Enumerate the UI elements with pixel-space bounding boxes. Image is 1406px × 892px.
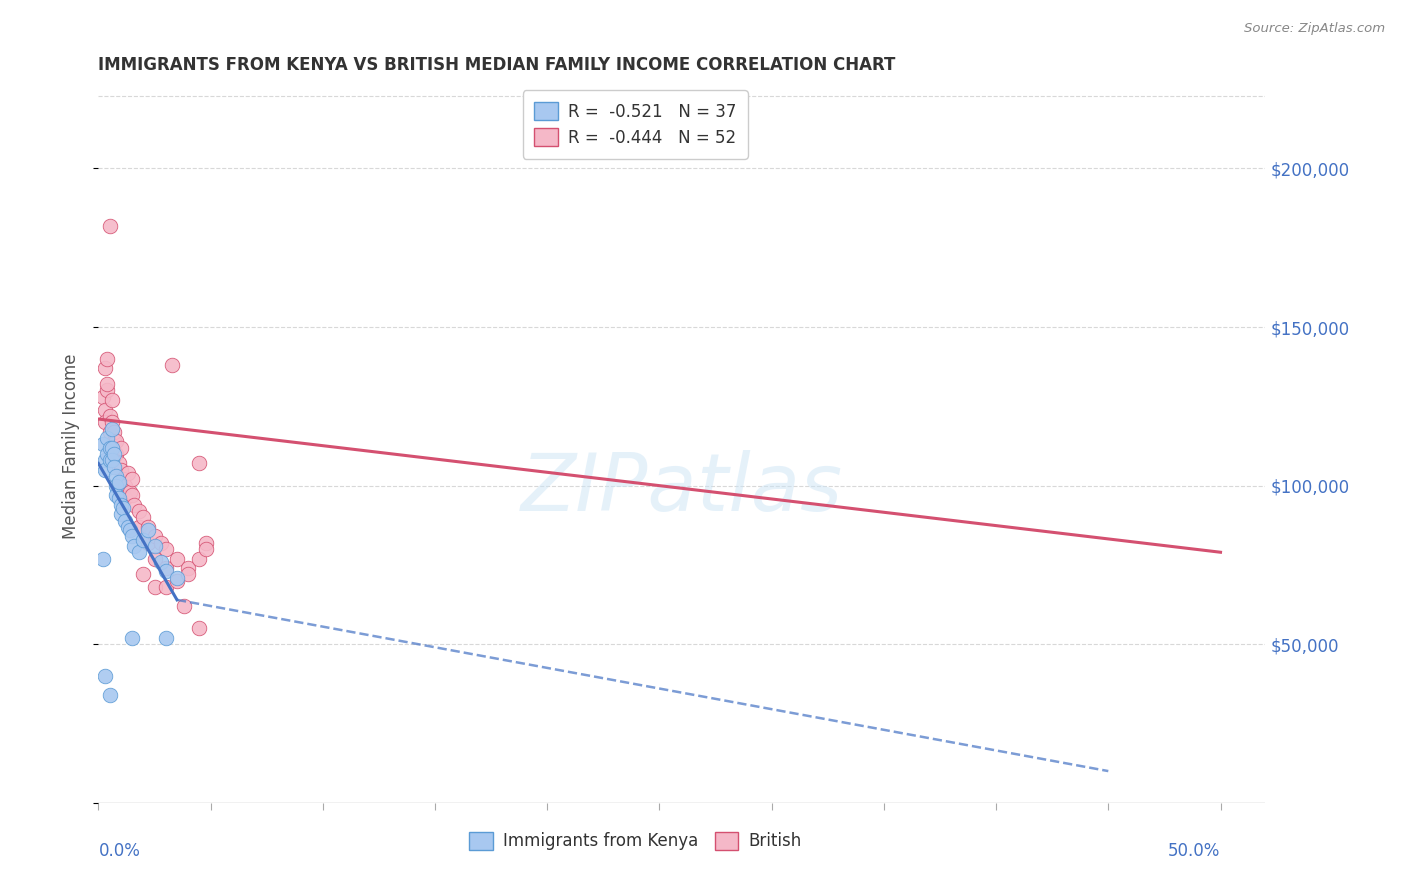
Point — [94, 669, 117, 683]
Point — [110, 441, 132, 455]
Point — [117, 466, 139, 480]
Point — [96, 384, 118, 398]
Point — [112, 472, 135, 486]
Text: IMMIGRANTS FROM KENYA VS BRITISH MEDIAN FAMILY INCOME CORRELATION CHART: IMMIGRANTS FROM KENYA VS BRITISH MEDIAN … — [98, 56, 896, 74]
Text: 50.0%: 50.0% — [1168, 842, 1220, 860]
Point — [114, 491, 136, 506]
Point — [155, 542, 177, 557]
Point — [121, 488, 143, 502]
Point — [101, 415, 124, 429]
Point — [101, 453, 124, 467]
Point — [166, 574, 188, 588]
Point — [162, 358, 184, 372]
Point — [98, 453, 121, 467]
Point — [91, 437, 114, 451]
Point — [132, 510, 155, 524]
Point — [177, 567, 200, 582]
Point — [121, 472, 143, 486]
Point — [103, 425, 125, 439]
Point — [155, 561, 177, 575]
Point — [101, 441, 124, 455]
Point — [98, 688, 121, 702]
Point — [117, 520, 139, 534]
Point — [121, 529, 143, 543]
Point — [136, 535, 159, 549]
Point — [155, 564, 177, 578]
Point — [103, 459, 125, 474]
Text: Source: ZipAtlas.com: Source: ZipAtlas.com — [1244, 22, 1385, 36]
Point — [188, 457, 211, 471]
Point — [103, 434, 125, 449]
Point — [155, 580, 177, 594]
Point — [143, 551, 166, 566]
Point — [132, 567, 155, 582]
Point — [107, 475, 129, 490]
Point — [118, 485, 141, 500]
Point — [94, 361, 117, 376]
Point — [98, 219, 121, 233]
Point — [107, 491, 129, 506]
Point — [150, 555, 173, 569]
Point — [112, 500, 135, 515]
Point — [101, 392, 124, 407]
Point — [177, 561, 200, 575]
Point — [98, 425, 121, 439]
Point — [110, 507, 132, 521]
Point — [155, 631, 177, 645]
Point — [105, 478, 128, 492]
Point — [143, 539, 166, 553]
Point — [114, 478, 136, 492]
Point — [143, 529, 166, 543]
Point — [166, 551, 188, 566]
Point — [96, 431, 118, 445]
Point — [105, 469, 128, 483]
Point — [105, 434, 128, 449]
Point — [110, 498, 132, 512]
Point — [143, 580, 166, 594]
Point — [96, 447, 118, 461]
Point — [118, 523, 141, 537]
Point — [128, 504, 150, 518]
Point — [136, 520, 159, 534]
Point — [150, 535, 173, 549]
Point — [94, 463, 117, 477]
Point — [121, 631, 143, 645]
Y-axis label: Median Family Income: Median Family Income — [62, 353, 80, 539]
Point — [103, 447, 125, 461]
Point — [128, 545, 150, 559]
Point — [107, 478, 129, 492]
Text: 0.0%: 0.0% — [98, 842, 141, 860]
Point — [195, 535, 218, 549]
Point — [96, 351, 118, 366]
Point — [98, 409, 121, 423]
Point — [91, 390, 114, 404]
Point — [173, 599, 195, 614]
Point — [91, 551, 114, 566]
Point — [124, 498, 146, 512]
Point — [136, 523, 159, 537]
Point — [98, 441, 121, 455]
Point — [188, 551, 211, 566]
Point — [105, 447, 128, 461]
Point — [96, 377, 118, 392]
Point — [94, 415, 117, 429]
Point — [101, 421, 124, 435]
Point — [94, 402, 117, 417]
Point — [114, 514, 136, 528]
Point — [132, 533, 155, 547]
Point — [128, 520, 150, 534]
Text: ZIPatlas: ZIPatlas — [520, 450, 844, 528]
Point — [166, 571, 188, 585]
Point — [107, 457, 129, 471]
Point — [188, 621, 211, 635]
Point — [195, 542, 218, 557]
Point — [105, 488, 128, 502]
Point — [124, 539, 146, 553]
Legend: Immigrants from Kenya, British: Immigrants from Kenya, British — [461, 823, 810, 859]
Point — [110, 463, 132, 477]
Point — [94, 453, 117, 467]
